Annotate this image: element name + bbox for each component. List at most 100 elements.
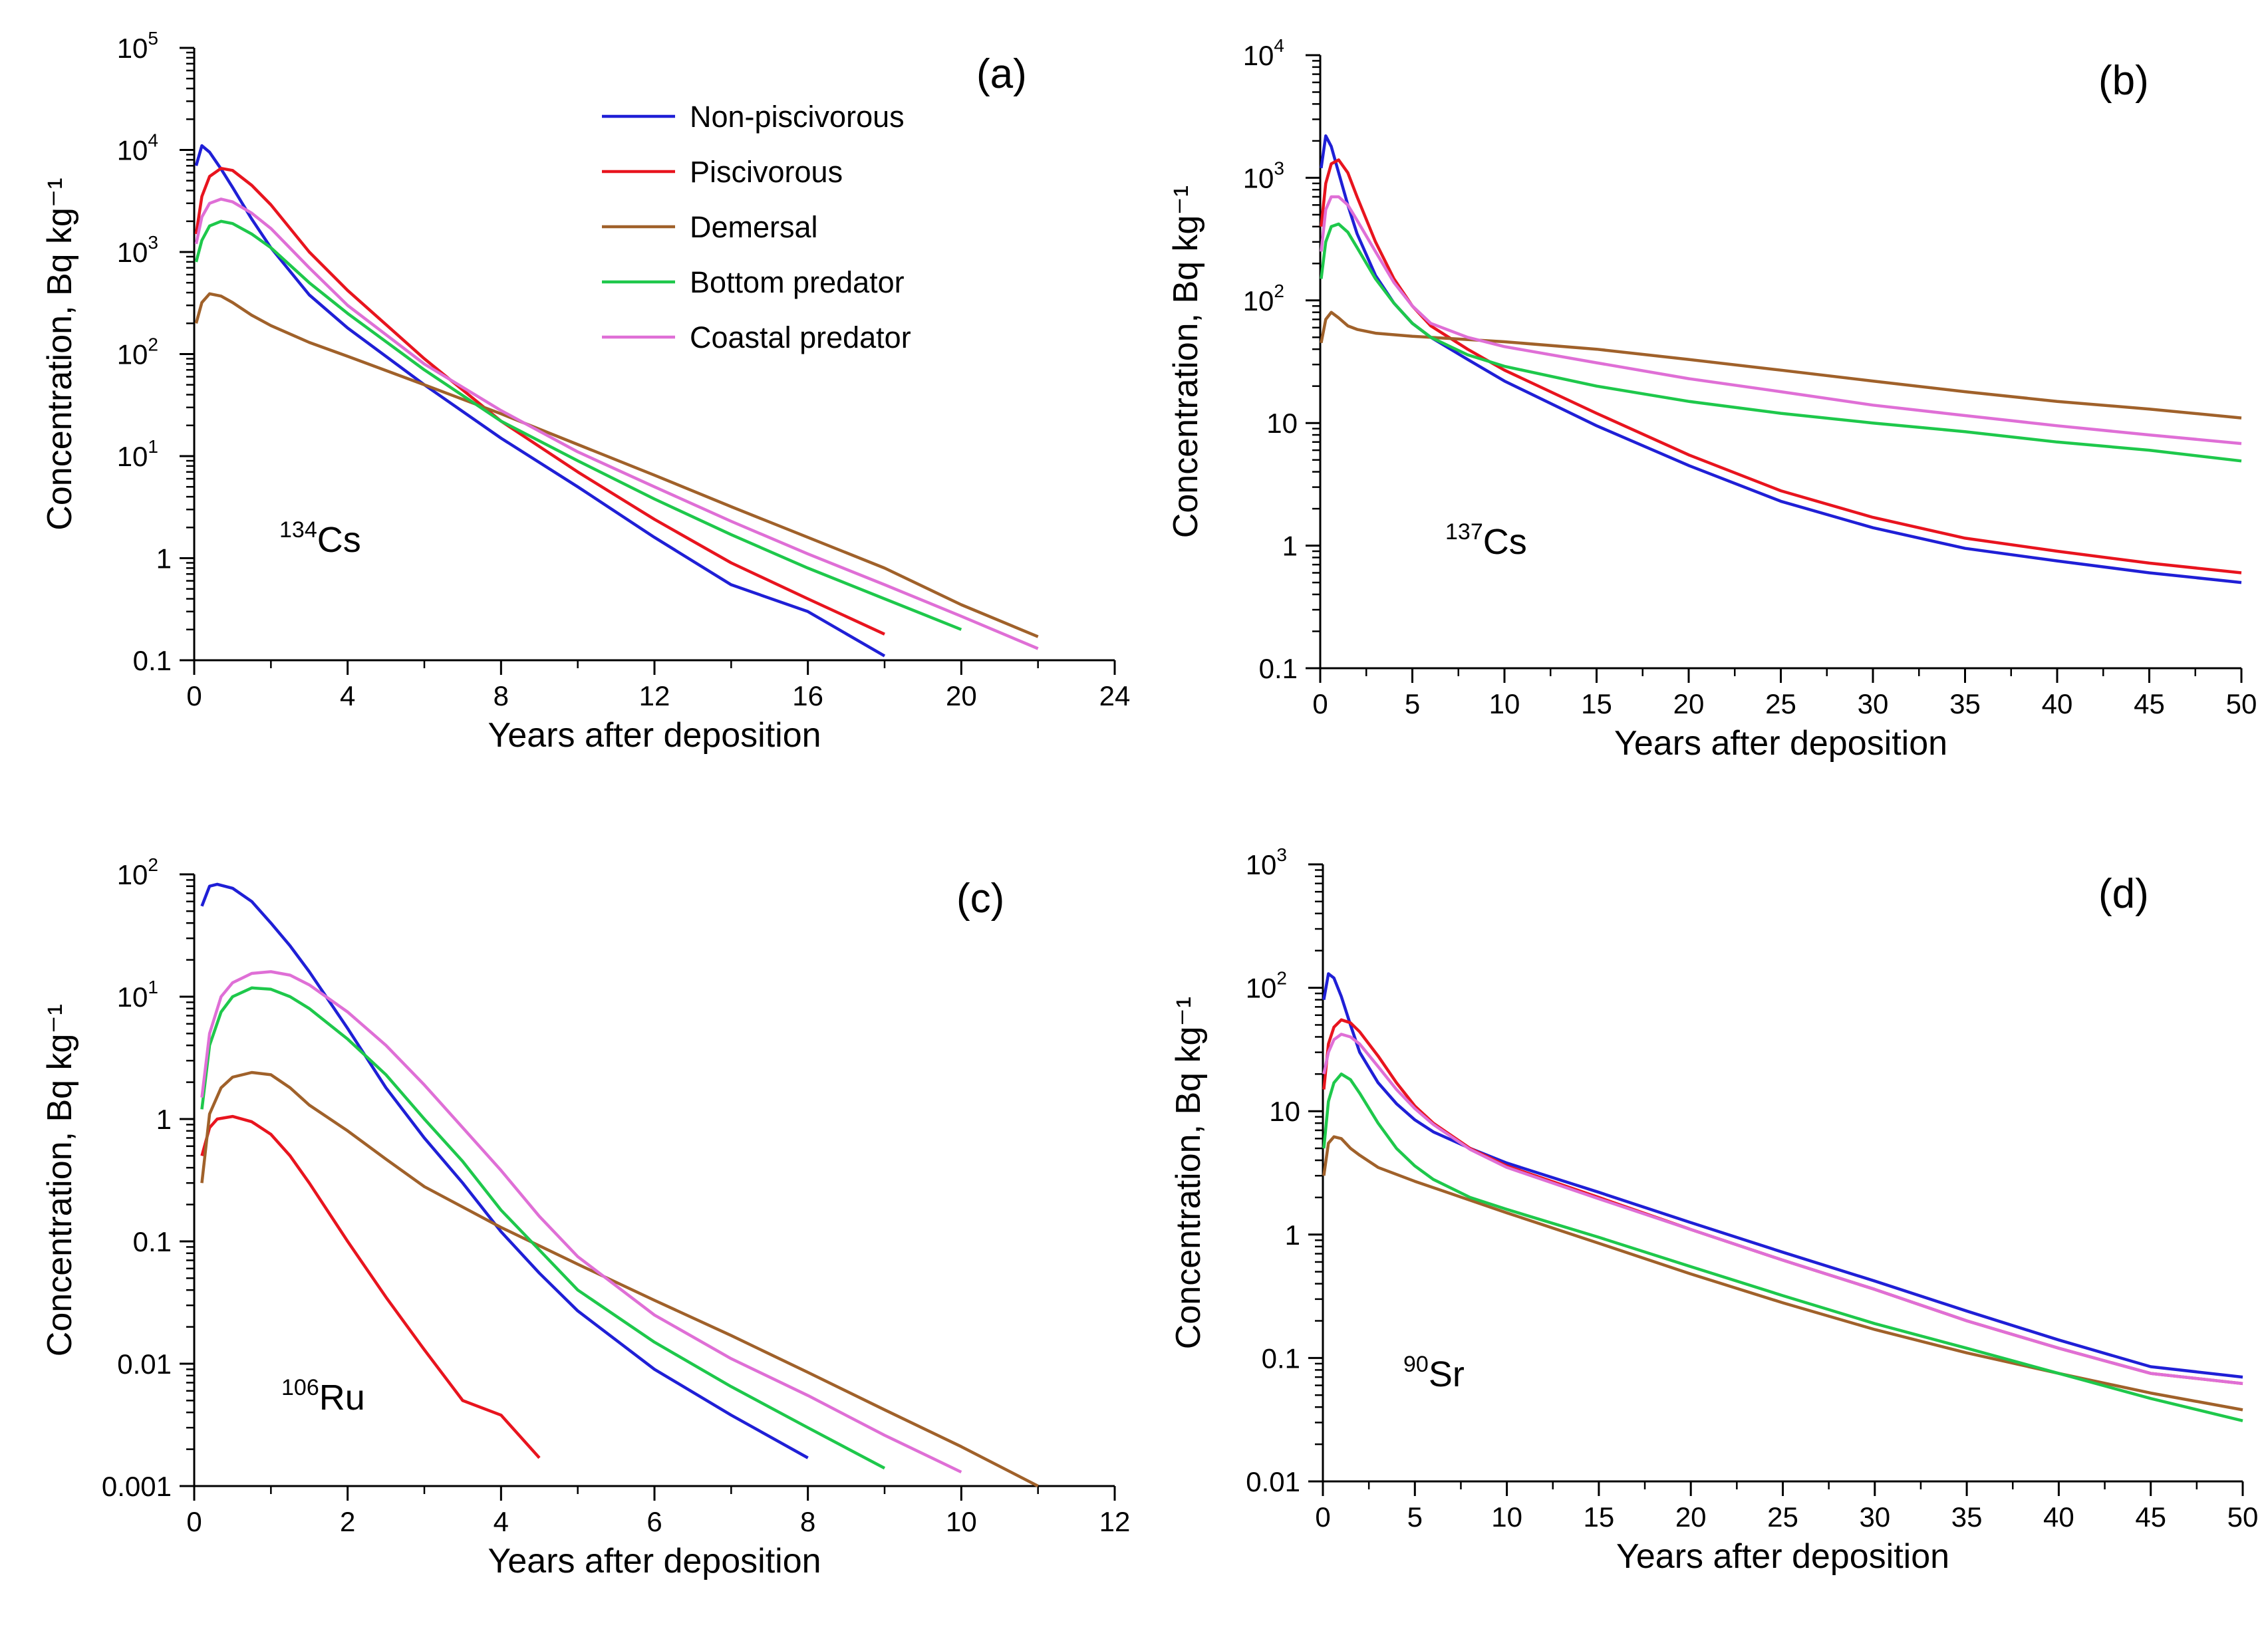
y-tick-exponent: 2 [148,854,158,875]
y-tick-base: 0.1 [1259,653,1298,684]
isotope-mass: 106 [281,1375,319,1400]
x-tick-label: 40 [2043,1501,2074,1533]
series-line-demersal [1320,311,2242,420]
isotope-mass: 90 [1403,1352,1429,1377]
panel-letter: (c) [956,876,1004,922]
series-line-piscivorous [1320,158,2242,574]
panel-letter: (d) [2098,871,2149,917]
y-tick-base: 1 [1282,531,1298,562]
panel-b: 0 5 10 15 20 25 30 35 40 45 500.1110102103104Years… [1167,35,2257,763]
y-tick-label: 0.1 [1259,653,1298,684]
y-tick-base: 10 [1243,40,1274,71]
legend-label: Piscivorous [690,155,843,189]
y-tick-exponent: 1 [148,977,158,997]
y-tick-label: 1 [1282,531,1298,562]
x-axis-label: Years after deposition [488,1542,821,1580]
x-tick-label: 16 [792,680,823,711]
y-tick-base: 10 [117,135,148,166]
y-tick-exponent: 2 [1276,968,1287,989]
y-tick-base: 0.01 [1246,1466,1300,1497]
y-tick-base: 0.1 [133,1226,172,1257]
series-line-coastal-predator [200,970,962,1474]
y-tick-exponent: 2 [148,334,158,355]
isotope-label: 90Sr [1403,1352,1465,1394]
y-tick-base: 1 [1285,1219,1300,1251]
panel-letter: (b) [2098,58,2149,104]
y-tick-label: 102 [1246,968,1287,1004]
x-tick-label: 20 [1673,688,1705,719]
series-line-non-piscivorous [1322,972,2243,1379]
y-tick-label: 0.01 [117,1348,172,1380]
x-tick-label: 50 [2226,688,2257,719]
panel-letter: (a) [976,51,1027,97]
x-tick-label: 5 [1407,1501,1423,1533]
y-tick-label: 101 [117,436,158,472]
y-tick-exponent: 2 [1274,281,1284,301]
y-tick-base: 10 [117,859,148,890]
y-axis-label: Concentration, Bq kg⁻¹ [1167,186,1205,538]
x-tick-label: 4 [340,680,355,711]
x-tick-label: 8 [800,1506,815,1537]
x-tick-label: 2 [340,1506,355,1537]
isotope-symbol: Ru [319,1378,365,1418]
y-tick-exponent: 4 [1274,35,1284,56]
x-tick-label: 12 [1099,1506,1131,1537]
y-tick-exponent: 3 [1274,158,1284,178]
x-axis-label: Years after deposition [1614,724,1947,763]
y-tick-exponent: 1 [148,436,158,457]
x-tick-label: 0 [1312,688,1328,719]
y-tick-label: 103 [1243,158,1284,193]
series-line-piscivorous [200,1114,541,1459]
isotope-symbol: Cs [317,520,361,560]
y-tick-base: 0.1 [133,645,172,676]
x-tick-label: 24 [1099,680,1131,711]
isotope-mass: 137 [1445,519,1483,545]
x-tick-label: 6 [646,1506,662,1537]
y-tick-base: 10 [117,981,148,1013]
legend-label: Coastal predator [690,320,911,354]
series-line-non-piscivorous [1320,134,2242,584]
x-tick-label: 10 [946,1506,977,1537]
y-tick-label: 105 [117,28,158,64]
y-axis-label: Concentration, Bq kg⁻¹ [41,1004,79,1356]
x-tick-label: 40 [2042,688,2073,719]
x-tick-label: 4 [494,1506,509,1537]
x-tick-label: 25 [1765,688,1796,719]
y-tick-label: 10 [1269,1096,1300,1127]
panel-d: 0 5 10 15 20 25 30 35 40 45 500.010.1110102103Year… [1169,844,2258,1576]
y-tick-label: 1 [1285,1219,1300,1251]
x-axis-label: Years after deposition [1616,1537,1949,1576]
y-tick-base: 1 [156,543,172,574]
x-tick-label: 30 [1859,1501,1890,1533]
y-tick-base: 10 [1269,1096,1300,1127]
y-tick-base: 0.001 [102,1471,172,1502]
x-tick-label: 45 [2135,1501,2166,1533]
y-tick-exponent: 5 [148,28,158,49]
series-line-piscivorous [1322,1018,2243,1386]
x-tick-label: 5 [1405,688,1420,719]
y-tick-base: 10 [1266,408,1298,439]
x-tick-label: 12 [639,680,670,711]
series-line-bottom-predator [1320,222,2242,463]
y-tick-label: 1 [156,543,172,574]
legend-label: Bottom predator [690,265,905,299]
x-tick-label: 8 [494,680,509,711]
series-line-coastal-predator [1322,1033,2243,1386]
y-tick-base: 10 [117,339,148,370]
y-tick-base: 10 [117,441,148,472]
y-tick-label: 0.01 [1246,1466,1300,1497]
y-tick-label: 104 [1243,35,1284,71]
series-line-coastal-predator [194,197,1039,650]
y-tick-label: 0.001 [102,1471,172,1502]
y-tick-label: 0.1 [133,645,172,676]
y-tick-base: 10 [117,237,148,268]
series-line-bottom-predator [1322,1072,2243,1422]
series-line-demersal [1322,1135,2243,1412]
y-tick-base: 10 [1243,285,1274,316]
legend-label: Non-piscivorous [690,100,905,134]
series-line-non-piscivorous [200,882,809,1459]
y-axis-label: Concentration, Bq kg⁻¹ [1169,997,1208,1349]
